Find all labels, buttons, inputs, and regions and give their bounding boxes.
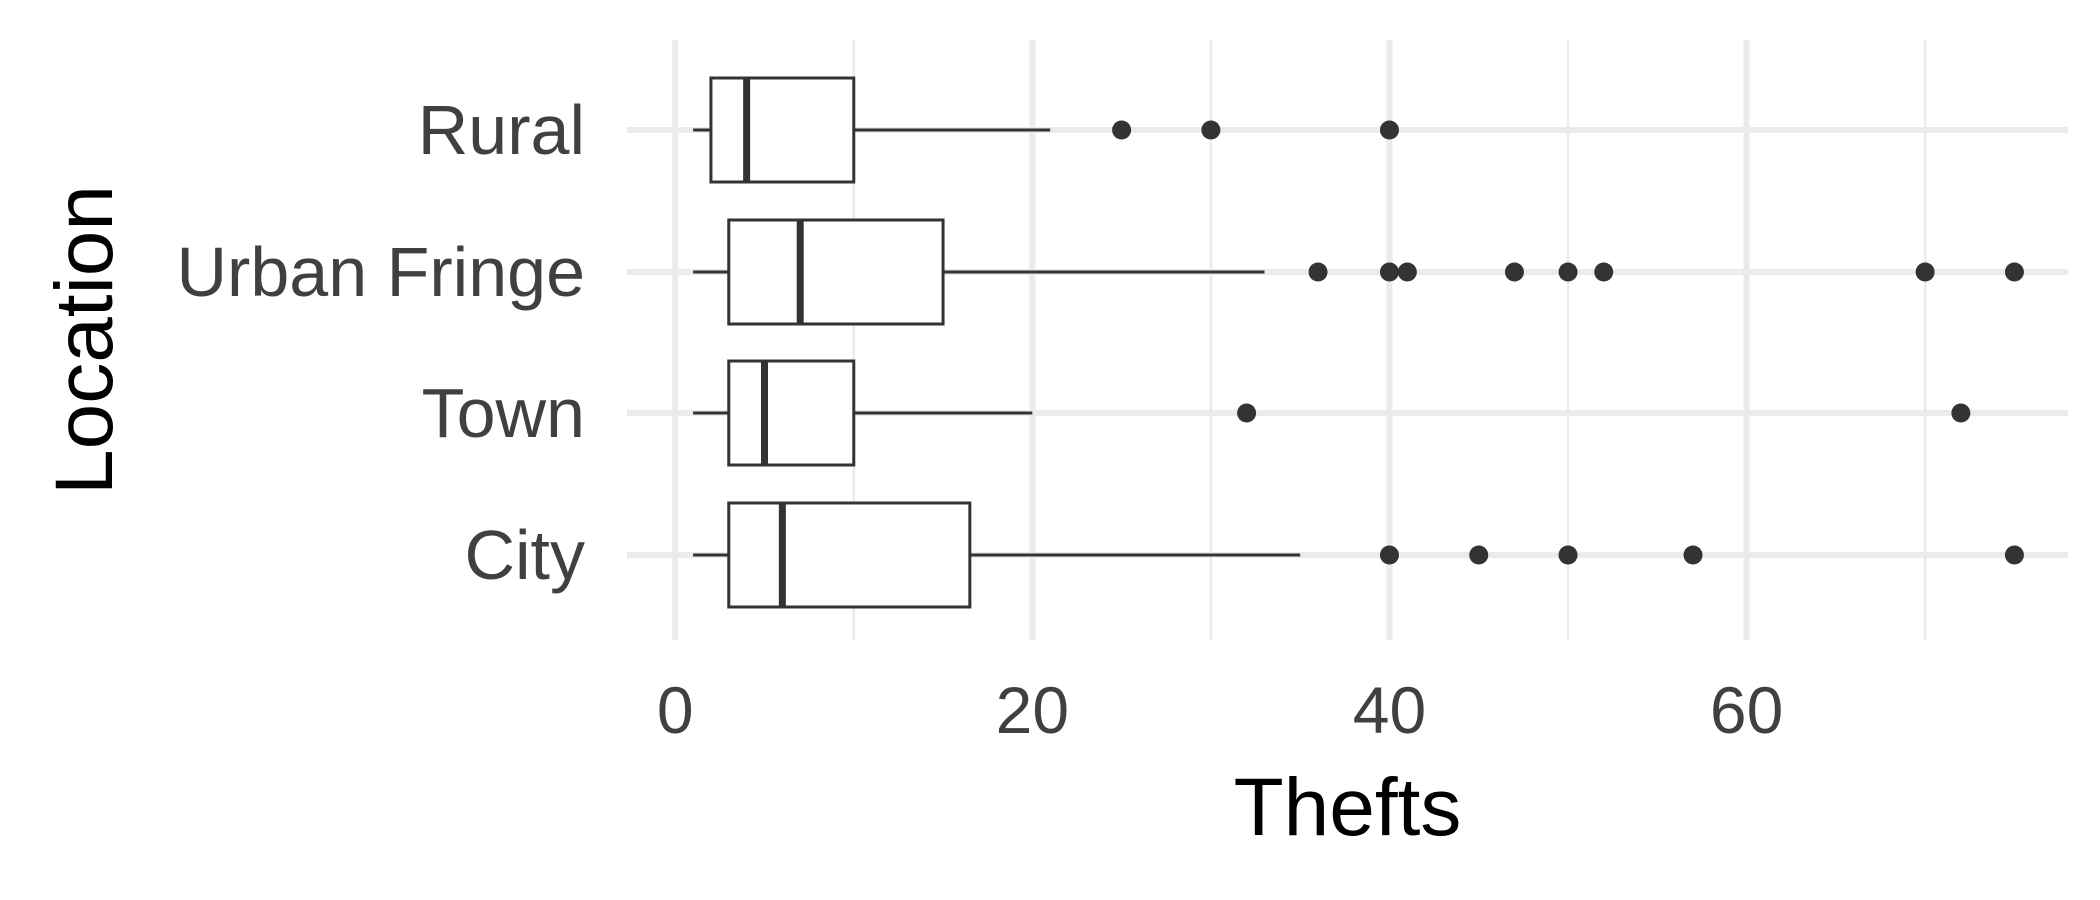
box-group [693, 76, 1399, 184]
axes: Rural Urban Fringe Town City 0 20 40 60 [176, 91, 1783, 747]
box-group [693, 218, 2024, 326]
outlier-point [1469, 545, 1489, 565]
outlier-point [1237, 403, 1257, 423]
x-tick-label: 0 [657, 673, 694, 747]
box-group [693, 359, 1971, 467]
boxes [693, 76, 2024, 609]
y-tick-label: Urban Fringe [176, 233, 585, 311]
x-tick-label: 60 [1710, 673, 1783, 747]
x-tick-label: 40 [1353, 673, 1426, 747]
outlier-point [1112, 120, 1132, 140]
outlier-point [2004, 545, 2024, 565]
outlier-point [1201, 120, 1221, 140]
box [727, 359, 856, 467]
x-tick-label: 20 [996, 673, 1069, 747]
outlier-point [2004, 262, 2024, 282]
outlier-point [1558, 262, 1578, 282]
box [727, 218, 945, 326]
box [709, 76, 856, 184]
y-tick-label: Rural [418, 91, 585, 169]
outlier-point [1504, 262, 1524, 282]
outlier-point [1308, 262, 1328, 282]
outlier-point [1683, 545, 1703, 565]
outlier-point [1397, 262, 1417, 282]
outlier-point [1558, 545, 1578, 565]
outlier-point [1379, 545, 1399, 565]
box-group [693, 501, 2024, 609]
outlier-point [1379, 120, 1399, 140]
y-axis-title: Location [39, 185, 130, 495]
x-axis-title: Thefts [1234, 762, 1462, 853]
y-tick-label: City [464, 516, 585, 594]
outlier-point [1915, 262, 1935, 282]
outlier-point [1594, 262, 1614, 282]
box [727, 501, 972, 609]
y-tick-label: Town [422, 374, 585, 452]
outlier-point [1379, 262, 1399, 282]
outlier-point [1951, 403, 1971, 423]
